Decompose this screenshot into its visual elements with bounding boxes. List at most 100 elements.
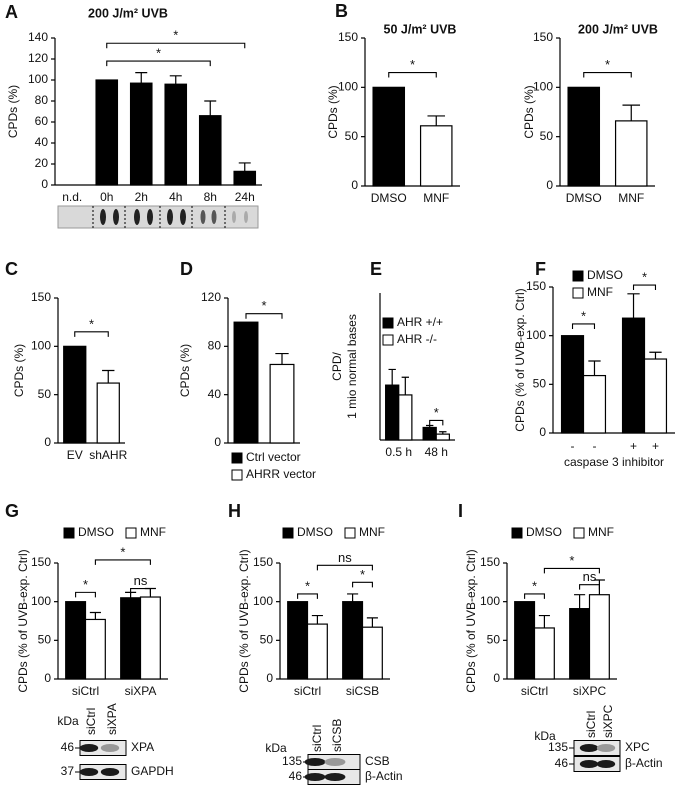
- blot-marker: 37: [61, 764, 75, 778]
- legend-swatch: [573, 527, 585, 539]
- blot-marker: 46: [555, 756, 569, 770]
- blot-band: [596, 760, 616, 768]
- y-tick-label: 50: [345, 129, 359, 143]
- legend-label: AHR -/-: [397, 332, 437, 346]
- y-tick-label: 150: [338, 30, 358, 44]
- y-tick-label: 100: [338, 80, 358, 94]
- significance-bracket: [316, 564, 373, 571]
- error-bar: [311, 614, 323, 625]
- blot-marker: 46: [61, 740, 75, 754]
- panel-letter: C: [5, 259, 18, 279]
- bar: [139, 596, 161, 680]
- bar: [372, 86, 406, 187]
- blot-lane-label: siCtrl: [310, 725, 324, 752]
- bar: [588, 594, 610, 680]
- error-bar: [401, 376, 409, 395]
- y-tick-label: 150: [253, 555, 273, 569]
- bar: [533, 627, 555, 680]
- x-tick-label: 0h: [100, 190, 113, 204]
- y-axis-label: CPDs (% of UVB-exp. Ctrl): [16, 549, 30, 692]
- significance-bracket: [106, 42, 246, 49]
- bar: [569, 608, 591, 680]
- x-tick-label: 48 h: [425, 445, 448, 459]
- x-tick-label: siCtrl: [72, 684, 99, 698]
- bar: [419, 125, 453, 187]
- significance-bracket: [245, 313, 283, 319]
- y-tick-label: 80: [35, 93, 49, 107]
- x-tick-label: MNF: [423, 191, 449, 205]
- y-tick-label: 60: [35, 114, 49, 128]
- error-bar: [366, 617, 378, 628]
- x-tick-label: 8h: [204, 190, 217, 204]
- significance-bracket: [130, 587, 151, 594]
- y-tick-label: 0: [41, 177, 48, 191]
- y-tick-label: 0: [351, 178, 358, 192]
- x-tick-label: siXPA: [125, 684, 157, 698]
- significance-bracket: [579, 584, 600, 590]
- y-tick-label: 150: [526, 279, 546, 293]
- significance-bracket: [94, 559, 151, 565]
- y-tick-label: 100: [533, 80, 553, 94]
- bar: [233, 170, 257, 186]
- significance-bracket: [524, 593, 545, 599]
- blot-lane-label: siCSB: [330, 719, 344, 752]
- y-tick-label: 0: [44, 435, 51, 449]
- y-axis-label: CPDs (%): [326, 85, 340, 138]
- x-tick-label: siCtrl: [294, 684, 321, 698]
- bar: [65, 601, 87, 680]
- significance-label: *: [83, 577, 88, 592]
- bar: [567, 86, 601, 187]
- blot-band: [79, 744, 99, 752]
- x-tick-label: +: [630, 439, 637, 453]
- bar: [287, 601, 309, 680]
- significance-label: *: [261, 298, 266, 313]
- significance-label: *: [605, 57, 610, 72]
- y-tick-label: 150: [31, 290, 51, 304]
- bar: [63, 345, 87, 444]
- legend-label: Ctrl vector: [246, 450, 301, 464]
- blot-lane-label: siCtrl: [84, 708, 98, 735]
- x-tick-label: 0.5 h: [385, 445, 412, 459]
- significance-bracket: [106, 60, 211, 67]
- significance-bracket: [388, 71, 437, 78]
- blot-strip: [57, 205, 259, 229]
- error-bar: [574, 594, 586, 609]
- y-tick-label: 100: [480, 594, 500, 608]
- significance-bracket: [74, 331, 109, 337]
- blot-unit: kDa: [534, 729, 556, 743]
- legend-label: MNF: [587, 285, 613, 299]
- legend-label: MNF: [588, 525, 614, 539]
- error-bar: [426, 424, 434, 428]
- significance-label: *: [173, 28, 178, 43]
- blot-protein: β-Actin: [625, 756, 663, 770]
- y-tick-label: 50: [260, 633, 274, 647]
- y-axis-label: CPDs (%): [178, 344, 192, 397]
- x-tick-label: siCtrl: [521, 684, 548, 698]
- bar: [614, 120, 648, 187]
- y-tick-label: 100: [526, 328, 546, 342]
- y-tick-label: 120: [28, 51, 48, 65]
- bar: [198, 115, 222, 186]
- significance-bracket: [543, 567, 600, 574]
- legend-label: DMSO: [587, 268, 623, 282]
- significance-label: ns: [134, 573, 148, 588]
- y-tick-label: 100: [31, 339, 51, 353]
- blot-band: [100, 768, 120, 776]
- y-tick-label: 50: [38, 633, 52, 647]
- y-tick-label: 50: [533, 377, 547, 391]
- significance-bracket: [571, 323, 596, 329]
- legend-swatch: [511, 527, 523, 539]
- x-tick-label: DMSO: [566, 191, 602, 205]
- blot-band: [100, 744, 120, 752]
- legend-swatch: [382, 317, 394, 329]
- significance-bracket: [75, 591, 96, 598]
- significance-label: ns: [583, 569, 597, 584]
- blot-band: [304, 773, 326, 781]
- blot-band: [579, 744, 599, 752]
- error-bar: [169, 75, 182, 85]
- y-tick-label: 40: [35, 135, 49, 149]
- y-tick-label: 0: [44, 671, 51, 685]
- panel-letter: D: [180, 259, 193, 279]
- bar: [361, 626, 383, 680]
